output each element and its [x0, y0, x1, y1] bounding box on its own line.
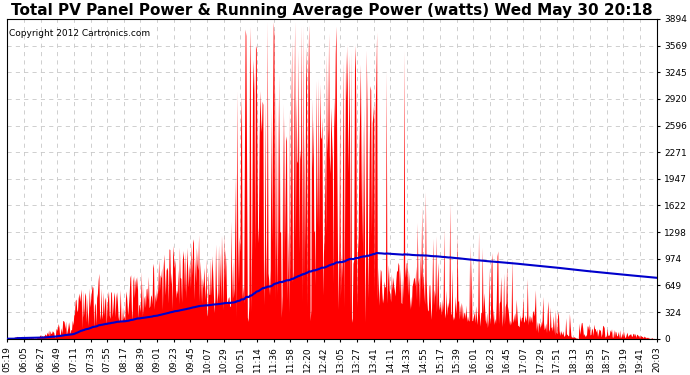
Title: Total PV Panel Power & Running Average Power (watts) Wed May 30 20:18: Total PV Panel Power & Running Average P…	[11, 3, 653, 18]
Text: Copyright 2012 Cartronics.com: Copyright 2012 Cartronics.com	[8, 28, 150, 38]
